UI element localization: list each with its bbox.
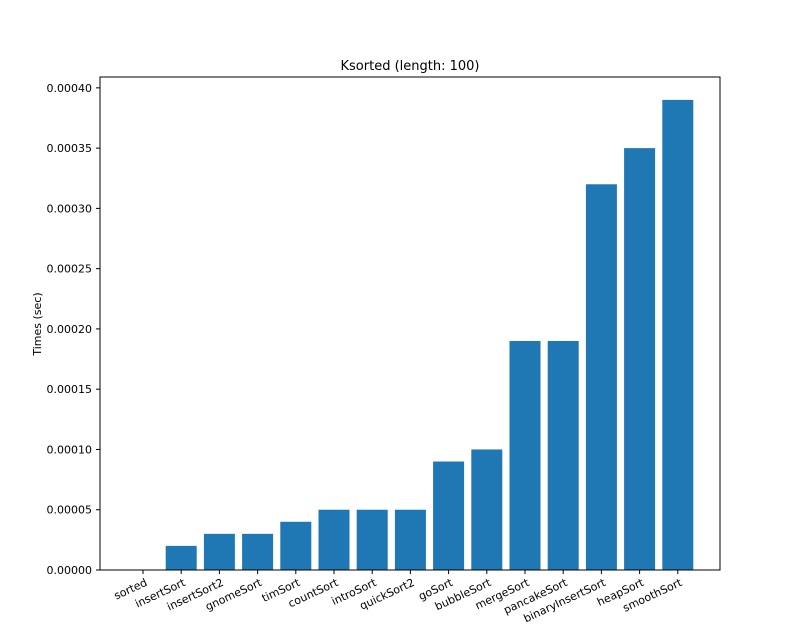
bar-countSort (318, 509, 350, 570)
y-tick-label: 0.00040 (47, 82, 93, 95)
bar-binaryInsertSort (585, 184, 617, 570)
bar-bubbleSort (471, 449, 503, 570)
bar-goSort (433, 461, 465, 570)
y-tick-label: 0.00005 (47, 504, 93, 517)
y-tick-label: 0.00025 (47, 263, 93, 276)
y-tick-label: 0.00030 (47, 202, 93, 215)
y-axis-label: Times (sec) (31, 292, 44, 356)
plot-frame (99, 76, 721, 571)
bar-heapSort (624, 148, 656, 570)
chart-title: Ksorted (length: 100) (341, 59, 480, 74)
bars-layer (165, 99, 694, 571)
y-axis: 0.00000 0.00005 0.00010 0.00015 0.00020 0.000… (47, 82, 100, 577)
bar-quickSort2 (394, 509, 426, 570)
y-tick-label: 0.00035 (47, 142, 93, 155)
y-tick-label: 0.00015 (47, 383, 93, 396)
bar-timSort (280, 521, 312, 570)
bar-mergeSort (509, 340, 541, 570)
bar-gnomeSort (242, 533, 274, 570)
bar-smoothSort (662, 99, 694, 571)
bar-insertSort2 (203, 533, 235, 570)
y-tick-label: 0.00020 (47, 323, 93, 336)
y-tick-label: 0.00010 (47, 443, 93, 456)
bar-introSort (356, 509, 388, 570)
bar-insertSort (165, 545, 197, 570)
bar-pancakeSort (547, 340, 579, 570)
x-axis: sortedinsertSortinsertSort2gnomeSorttimS… (112, 570, 685, 625)
y-tick-label: 0.00000 (47, 564, 93, 577)
